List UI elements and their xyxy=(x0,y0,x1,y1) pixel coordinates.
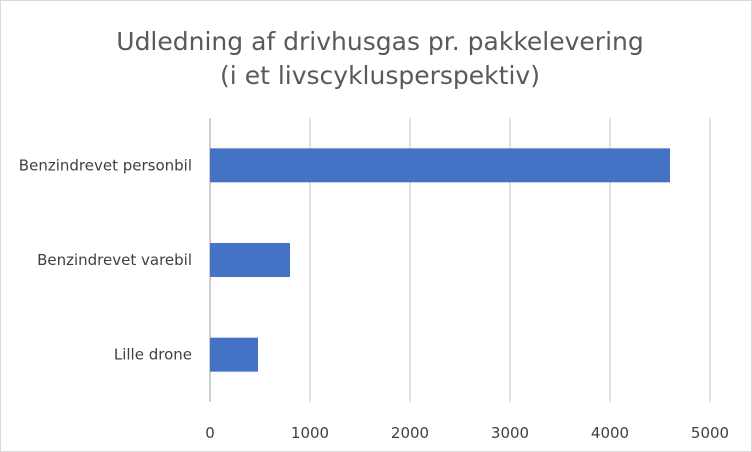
category-label-lille-drone: Lille drone xyxy=(114,346,192,364)
bar-lille-drone xyxy=(210,337,258,372)
category-label-benzindrevet-personbil: Benzindrevet personbil xyxy=(19,156,192,174)
category-label-benzindrevet-varebil: Benzindrevet varebil xyxy=(37,251,192,269)
x-tick-labels: 0 1000 2000 3000 4000 5000 xyxy=(205,424,729,442)
bar-benzindrevet-personbil xyxy=(210,148,670,183)
x-tick-label-2000: 2000 xyxy=(391,424,429,442)
x-tick-label-0: 0 xyxy=(205,424,215,442)
bars xyxy=(210,148,670,372)
bar-benzindrevet-varebil xyxy=(210,243,290,277)
chart-title-line-2: (i et livscyklusperspektiv) xyxy=(220,61,540,90)
x-tick-label-1000: 1000 xyxy=(291,424,329,442)
category-labels: Benzindrevet personbil Benzindrevet vareb… xyxy=(19,156,192,363)
chart-title-line-1: Udledning af drivhusgas pr. pakkeleverin… xyxy=(116,27,643,56)
x-tick-label-4000: 4000 xyxy=(591,424,629,442)
x-tick-label-5000: 5000 xyxy=(691,424,729,442)
x-tick-label-3000: 3000 xyxy=(491,424,529,442)
